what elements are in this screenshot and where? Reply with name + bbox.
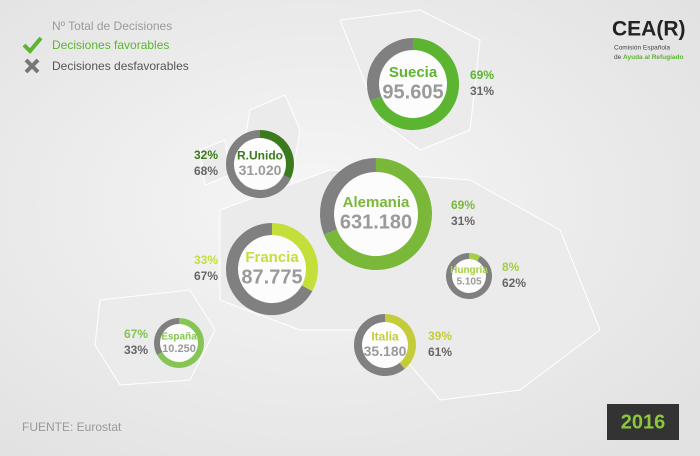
- country-total: 31.020: [239, 162, 282, 178]
- unfavorable-label: 67%: [194, 269, 218, 283]
- donut-inner: [334, 172, 418, 256]
- donut-inner: [160, 324, 198, 362]
- unfavorable-arc: [446, 253, 492, 299]
- unfavorable-arc: [154, 318, 180, 356]
- favorable-label: 69%: [470, 68, 494, 82]
- donut-inner: [238, 235, 306, 303]
- favorable-arc: [157, 318, 204, 368]
- favorable-arc: [271, 223, 318, 292]
- legend-unfavorable: Decisiones desfavorables: [52, 59, 189, 73]
- country-total: 95.605: [382, 81, 443, 103]
- legend-favorable: Decisiones favorables: [52, 38, 169, 52]
- country-total: 35.180: [364, 343, 407, 359]
- unfavorable-label: 31%: [451, 214, 475, 228]
- unfavorable-label: 31%: [470, 84, 494, 98]
- unfavorable-arc: [226, 130, 291, 198]
- favorable-arc: [259, 130, 294, 179]
- logo-name: CEA(R): [612, 18, 686, 41]
- check-icon: [22, 36, 43, 54]
- favorable-label: 32%: [194, 148, 218, 162]
- country-total: 631.180: [340, 211, 412, 233]
- logo-de: de: [614, 54, 622, 61]
- source: FUENTE: Eurostat: [22, 420, 122, 434]
- donut-inner: [452, 259, 486, 293]
- favorable-label: 33%: [194, 253, 218, 267]
- unfavorable-arc: [354, 314, 405, 376]
- country-name: R.Unido: [237, 148, 283, 162]
- favorable-label: 39%: [428, 329, 452, 343]
- donut-inner: [234, 138, 286, 190]
- unfavorable-arc: [226, 223, 313, 315]
- country-name: Francia: [245, 249, 299, 266]
- year: 2016: [621, 411, 666, 433]
- country-name: Italia: [371, 329, 399, 343]
- country-total: 10.250: [162, 343, 196, 355]
- favorable-label: 69%: [451, 198, 475, 212]
- unfavorable-label: 61%: [428, 345, 452, 359]
- unfavorable-arc: [320, 158, 377, 235]
- unfavorable-label: 68%: [194, 164, 218, 178]
- country-name: Hungría: [450, 265, 488, 276]
- donut-inner: [379, 50, 447, 118]
- country-total: 5.105: [456, 277, 481, 288]
- logo-line1: Comisión Española: [614, 45, 670, 52]
- favorable-label: 67%: [124, 327, 148, 341]
- logo-line2: de Ayuda al Refugiado: [614, 54, 684, 61]
- logo-org: Ayuda al Refugiado: [623, 54, 683, 61]
- country-name: Alemania: [343, 194, 410, 211]
- favorable-arc: [384, 314, 416, 369]
- favorable-arc: [468, 253, 481, 262]
- favorable-arc: [323, 158, 432, 270]
- donut-inner: [362, 322, 408, 368]
- country-total: 87.775: [241, 266, 302, 288]
- favorable-label: 8%: [502, 260, 520, 274]
- year-box: [607, 404, 679, 440]
- legend-total: Nº Total de Decisiones: [52, 19, 172, 33]
- unfavorable-arc: [367, 38, 414, 101]
- country-name: Suecia: [389, 64, 438, 81]
- favorable-arc: [370, 38, 459, 130]
- x-icon: [24, 58, 40, 74]
- unfavorable-label: 62%: [502, 276, 526, 290]
- unfavorable-label: 33%: [124, 343, 148, 357]
- country-name: España: [161, 332, 197, 343]
